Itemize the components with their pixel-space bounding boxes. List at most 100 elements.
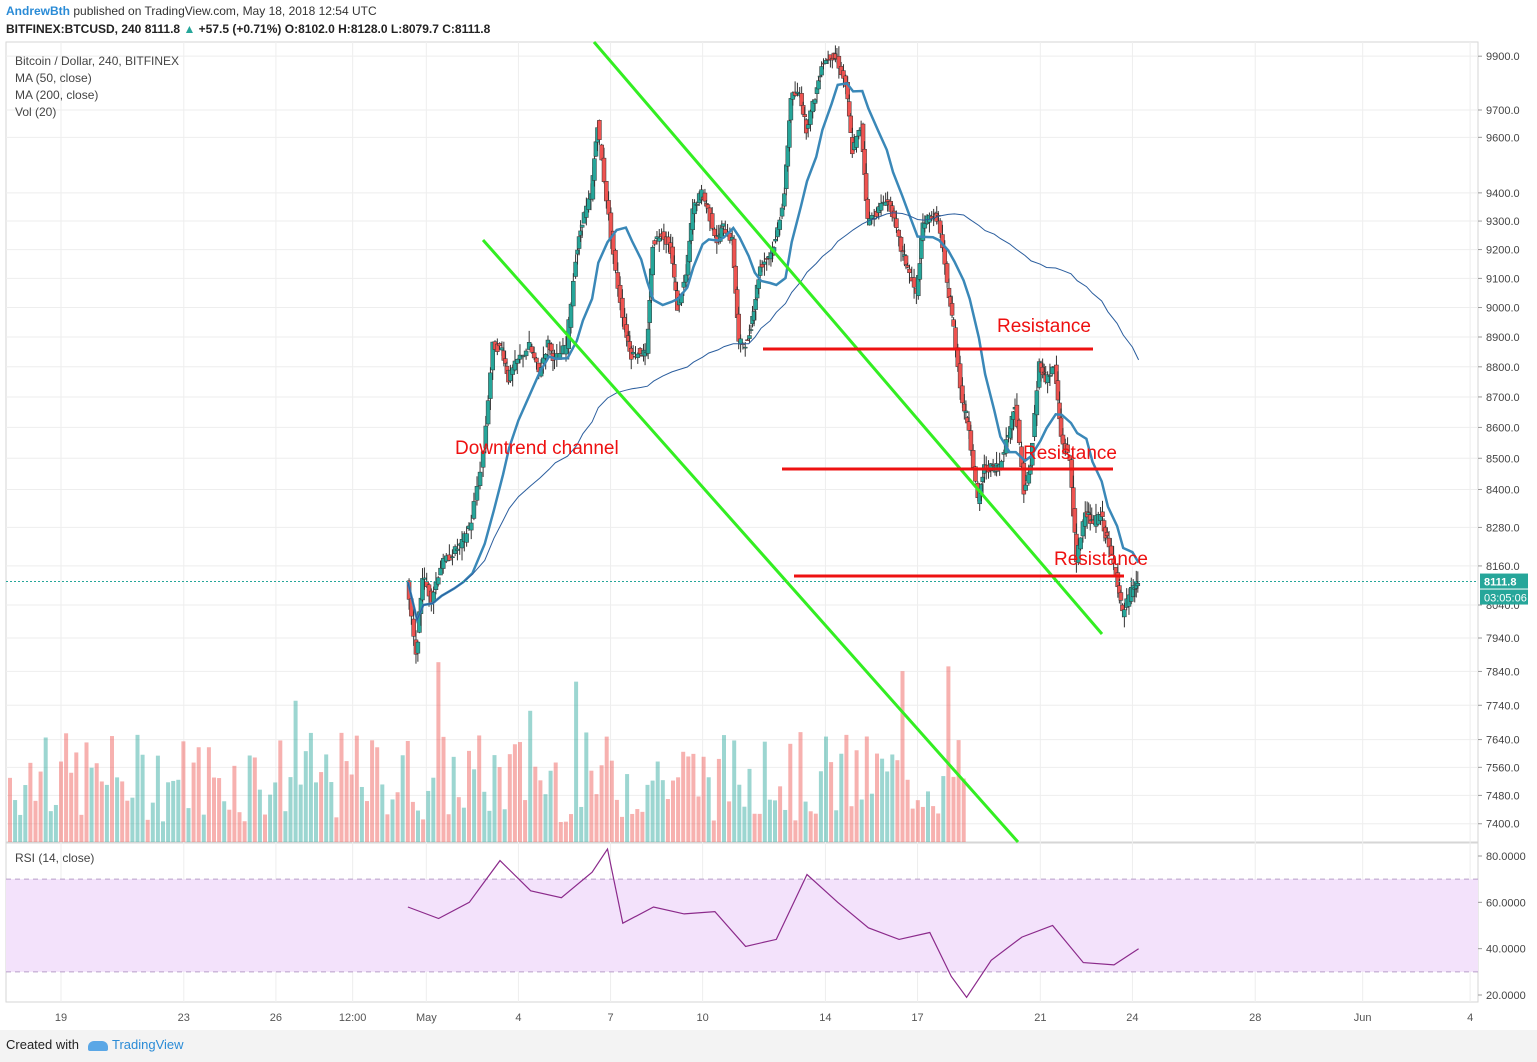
ma50-line	[406, 81, 1140, 624]
volume-bar	[461, 807, 466, 842]
candle-body	[863, 173, 869, 201]
candle-body	[812, 99, 818, 104]
volume-bar	[742, 806, 747, 842]
volume-bar	[273, 782, 278, 842]
volume-bar	[171, 780, 176, 842]
y-tick-label: 8280.0	[1486, 522, 1520, 534]
candle-body	[579, 224, 585, 228]
volume-bar	[773, 800, 777, 842]
legend-ma50[interactable]: MA (50, close)	[15, 71, 92, 85]
volume-bar	[334, 817, 339, 842]
rsi-legend[interactable]: RSI (14, close)	[15, 851, 95, 865]
open-value: 8102.0	[298, 22, 335, 36]
volume-bar	[711, 820, 716, 842]
tradingview-logo[interactable]: TradingView	[88, 1037, 184, 1052]
volume-bar	[686, 756, 691, 842]
candle-body	[606, 200, 611, 215]
x-tick-label: Jun	[1354, 1012, 1372, 1024]
candle-body	[455, 548, 460, 551]
candle-body	[534, 357, 539, 363]
volume-bar	[875, 753, 879, 842]
rsi-tick-label: 20.0000	[1486, 990, 1526, 1002]
x-tick-label: 21	[1034, 1012, 1046, 1024]
volume-bar	[732, 740, 737, 842]
volume-bar	[99, 781, 104, 842]
volume-bar	[936, 813, 941, 842]
volume-bar	[563, 821, 568, 842]
volume-bar	[569, 814, 573, 842]
candle-body	[1104, 532, 1110, 536]
volume-bar	[905, 779, 910, 842]
candle-body	[894, 218, 899, 228]
volume-bar	[222, 801, 227, 842]
volume-bar	[854, 750, 859, 842]
last-price-badge-text: 8111.8	[1484, 577, 1516, 589]
candle-body	[471, 501, 477, 519]
volume-bar	[752, 813, 757, 842]
candle-body	[571, 280, 576, 307]
resistance-label-3: Resistance	[1054, 549, 1148, 570]
candle-body	[438, 567, 443, 576]
x-tick-label: 10	[697, 1012, 709, 1024]
volume-bar	[446, 814, 451, 842]
volume-bar	[747, 768, 752, 842]
candle-body	[960, 385, 965, 404]
candle-body	[604, 181, 609, 202]
volume-bar	[808, 811, 813, 842]
volume-bar	[655, 761, 660, 842]
candle-body	[723, 229, 728, 234]
candle-body	[816, 80, 821, 90]
candle-body	[747, 335, 752, 339]
volume-bar	[59, 761, 63, 842]
candle-body	[1014, 404, 1020, 427]
candle-body	[483, 425, 489, 449]
volume-bar	[472, 769, 477, 842]
low-value: 8079.7	[402, 22, 439, 36]
open-label: O:	[284, 22, 299, 36]
volume-bar	[191, 762, 196, 842]
candle-body	[671, 264, 677, 278]
candle-body	[613, 250, 618, 271]
volume-bar	[431, 777, 436, 842]
candle-body	[586, 198, 591, 210]
volume-bar	[329, 782, 334, 842]
volume-bar	[844, 734, 849, 842]
volume-bar	[523, 800, 528, 842]
candle-body	[499, 347, 505, 351]
volume-bar	[89, 767, 94, 842]
symbol-line: BITFINEX:BTCUSD, 240 8111.8 ▲ +57.5 (+0.…	[6, 22, 490, 36]
price-chart[interactable]: 19 23 26 12:00 May 4 7 10 14 17 21 24 28 Jun 47400.074…	[0, 0, 1537, 1030]
volume-bar	[344, 761, 349, 842]
candle-body	[694, 204, 700, 206]
candle-body	[549, 343, 554, 352]
candle-body	[464, 533, 469, 543]
volume-bar	[385, 814, 390, 842]
y-tick-label: 9200.0	[1486, 245, 1520, 257]
volume-bar	[441, 736, 446, 842]
candle-body	[652, 240, 657, 245]
volume-bar	[217, 778, 222, 842]
volume-bar	[242, 821, 247, 842]
candle-body	[802, 114, 807, 118]
candle-body	[599, 144, 604, 161]
volume-bar	[416, 810, 420, 842]
volume-bar	[196, 747, 201, 842]
volume-bar	[252, 757, 257, 842]
volume-bar	[150, 802, 155, 842]
channel-upper-line	[592, 41, 1104, 635]
candle-body	[592, 158, 597, 181]
volume-bar	[400, 755, 405, 842]
candle-body	[957, 363, 963, 389]
author-link[interactable]: AndrewBth	[6, 4, 70, 18]
ma200-line	[407, 212, 1140, 622]
volume-bars	[8, 662, 966, 842]
candle-body	[415, 641, 421, 654]
candle-body	[635, 353, 641, 358]
y-tick-label: 8400.0	[1486, 484, 1520, 496]
price-pane	[5, 41, 1479, 843]
volume-bar	[599, 765, 604, 842]
candle-body	[488, 372, 493, 399]
legend-ma200[interactable]: MA (200, close)	[15, 88, 99, 102]
candle-body	[422, 577, 427, 580]
legend-vol[interactable]: Vol (20)	[15, 105, 57, 119]
